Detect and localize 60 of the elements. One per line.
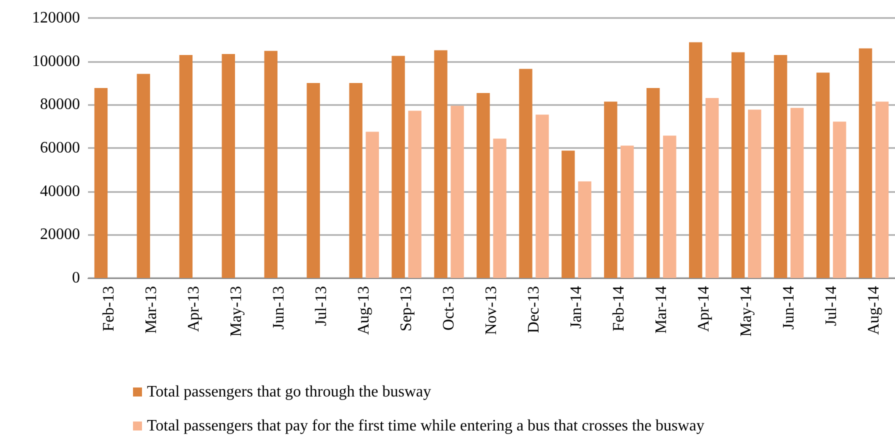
x-tick-label: Feb-13 [100, 286, 118, 332]
bar [408, 110, 422, 278]
x-tick-label: Aug-14 [865, 286, 882, 335]
bar [264, 50, 278, 278]
x-tick-label: Jun-14 [780, 286, 798, 330]
x-tick-label: Apr-13 [186, 286, 203, 332]
bar [604, 102, 618, 278]
bar [790, 108, 804, 278]
bar [731, 52, 745, 278]
bar [306, 83, 320, 278]
legend-label: Total passengers that go through the busway [147, 384, 432, 400]
bar [179, 55, 193, 278]
x-tick-label: May-13 [228, 286, 246, 337]
bar [536, 114, 549, 278]
x-tick-label: Aug-13 [356, 286, 373, 335]
bar [774, 55, 788, 278]
bar [222, 54, 236, 278]
bar [748, 110, 762, 278]
x-tick-label: Feb-14 [610, 286, 628, 332]
x-tick-label: Apr-14 [695, 286, 712, 332]
bar [434, 50, 448, 278]
x-tick-label: May-14 [738, 286, 755, 337]
x-tick-label: Mar-14 [652, 286, 670, 334]
bar [349, 83, 362, 278]
x-tick-label: Dec-13 [525, 286, 542, 334]
bar [366, 132, 379, 278]
bar [578, 181, 592, 278]
bar [519, 68, 532, 278]
bar [663, 136, 676, 278]
x-tick-label: Oct-13 [440, 286, 458, 330]
y-tick-label: 120000 [32, 10, 80, 26]
bar [875, 102, 889, 278]
x-tick-label: Sep-13 [398, 286, 416, 332]
bar [706, 98, 719, 278]
bar [858, 48, 872, 278]
y-tick-label: 40000 [40, 182, 80, 200]
x-tick-label: Jul-13 [313, 286, 330, 326]
y-tick-label: 80000 [40, 96, 80, 114]
bar [94, 88, 108, 278]
bar [476, 92, 490, 278]
y-tick-label: 20000 [40, 226, 80, 244]
y-tick-label: 60000 [40, 140, 80, 156]
bar [620, 146, 634, 278]
x-tick-label: Mar-13 [143, 286, 160, 334]
bar [816, 72, 830, 278]
bar [392, 56, 405, 278]
legend-label: Total passengers that pay for the first time while entering a bus that crosses the busway [147, 418, 704, 434]
y-tick-label: 0 [72, 270, 80, 286]
bar [562, 150, 575, 278]
x-tick-label: Jan-14 [568, 286, 585, 329]
x-tick-label: Jul-14 [822, 286, 840, 326]
bar [832, 122, 846, 278]
x-tick-label: Nov-13 [483, 286, 500, 335]
bar [689, 42, 702, 278]
y-tick-label: 100000 [32, 52, 80, 70]
bar [646, 88, 660, 278]
x-tick-label: Jun-13 [270, 286, 288, 330]
bar [493, 138, 506, 278]
bar [136, 74, 150, 278]
bar [450, 106, 464, 278]
